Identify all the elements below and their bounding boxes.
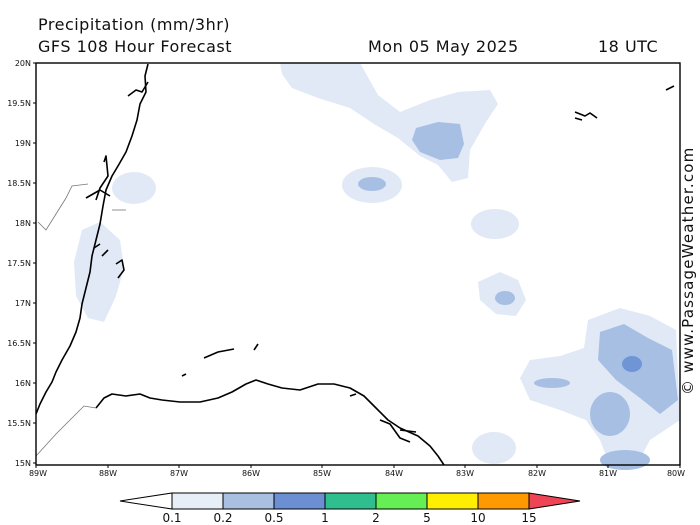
- legend-label: 15: [521, 511, 536, 525]
- precipitation-areas: [74, 63, 680, 470]
- country-borders: [35, 183, 126, 457]
- site-credit: © www.PassageWeather.com: [679, 146, 697, 395]
- legend-label: 2: [372, 511, 380, 525]
- precip-area: [74, 222, 124, 322]
- precip-area: [112, 172, 156, 204]
- lon-label: 88W: [99, 469, 117, 478]
- legend-label: 0.1: [162, 511, 181, 525]
- legend-swatch: [375, 492, 428, 510]
- precip-area: [622, 356, 642, 372]
- lat-label: 15.5N: [7, 419, 31, 428]
- map-frame: [35, 62, 681, 466]
- legend-label: 1: [321, 511, 329, 525]
- map-title: Precipitation (mm/3hr): [38, 15, 231, 34]
- lat-label: 19N: [15, 139, 31, 148]
- lat-label: 18N: [15, 219, 31, 228]
- lon-label: 86W: [242, 469, 260, 478]
- precip-area: [358, 177, 386, 191]
- precip-area: [495, 291, 515, 305]
- tick-marks: [33, 62, 681, 468]
- lon-label: 82W: [528, 469, 546, 478]
- legend-swatch: [324, 492, 377, 510]
- legend-swatch: [273, 492, 326, 510]
- forecast-time: 18 UTC: [598, 37, 659, 56]
- legend-label: 5: [423, 511, 431, 525]
- legend-label: 0.2: [213, 511, 232, 525]
- legend-swatch: [477, 492, 530, 510]
- lat-label: 16.5N: [7, 339, 31, 348]
- latitude-labels: 20N 19.5N 19N 18.5N 18N 17.5N 17N 16.5N …: [7, 59, 31, 468]
- lon-label: 83W: [456, 469, 474, 478]
- legend-high-arrow: [528, 492, 581, 510]
- lon-label: 81W: [599, 469, 617, 478]
- legend-swatch: [222, 492, 275, 510]
- forecast-subtitle: GFS 108 Hour Forecast: [38, 37, 233, 56]
- lat-label: 20N: [15, 59, 31, 68]
- precip-area: [412, 122, 464, 160]
- precip-legend: 0.1 0.2 0.5 1 2 5 10 15: [119, 492, 581, 525]
- lat-label: 17N: [15, 299, 31, 308]
- lon-label: 85W: [313, 469, 331, 478]
- precip-area: [590, 392, 630, 436]
- forecast-date: Mon 05 May 2025: [368, 37, 519, 56]
- precip-area: [534, 378, 570, 388]
- lat-label: 17.5N: [7, 259, 31, 268]
- coastlines: [35, 63, 675, 466]
- precip-area: [472, 432, 516, 464]
- lon-label: 80W: [667, 469, 685, 478]
- lon-label: 87W: [170, 469, 188, 478]
- lon-label: 89W: [29, 469, 47, 478]
- legend-low-arrow: [119, 492, 173, 510]
- lon-label: 84W: [385, 469, 403, 478]
- precip-area: [471, 209, 519, 239]
- lat-label: 18.5N: [7, 179, 31, 188]
- lat-label: 19.5N: [7, 99, 31, 108]
- precip-area: [280, 63, 498, 182]
- legend-label: 0.5: [264, 511, 283, 525]
- lat-label: 15N: [15, 459, 31, 468]
- longitude-labels: 89W 88W 87W 86W 85W 84W 83W 82W 81W 80W: [29, 469, 685, 478]
- legend-label: 10: [470, 511, 485, 525]
- lat-label: 16N: [15, 379, 31, 388]
- legend-swatch: [426, 492, 479, 510]
- legend-swatch: [171, 492, 224, 510]
